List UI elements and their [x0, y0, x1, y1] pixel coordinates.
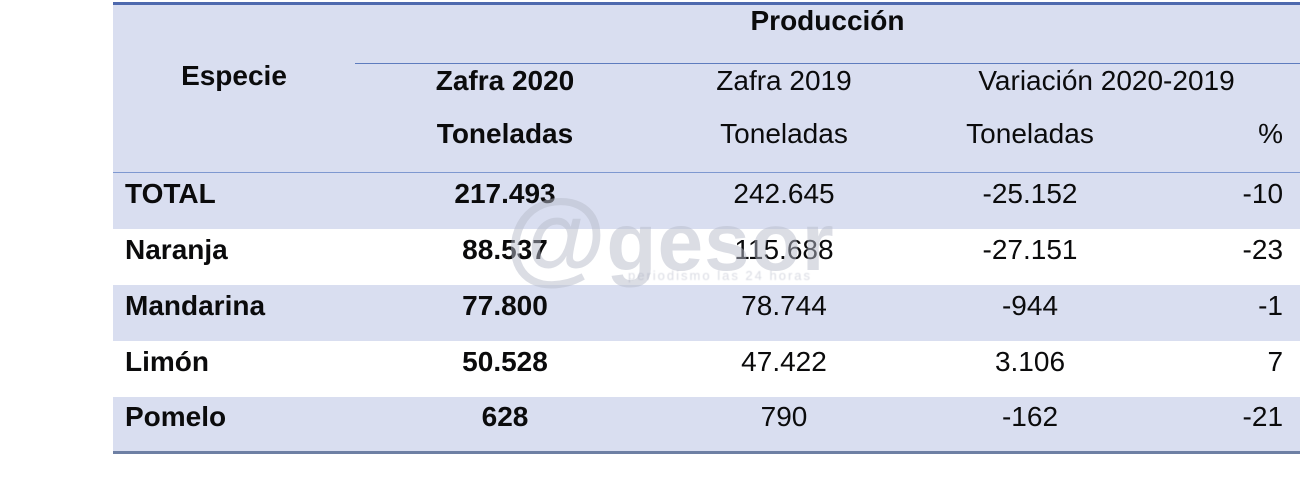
zafra-2019-cell: 790	[655, 396, 913, 453]
toneladas-2019-header: Toneladas	[655, 117, 913, 173]
zafra-2019-header: Zafra 2019	[655, 63, 913, 118]
zafra-2020-cell: 50.528	[355, 340, 655, 397]
variacion-toneladas-cell: 3.106	[913, 340, 1147, 397]
especie-cell: Limón	[113, 340, 355, 397]
variacion-toneladas-cell: -27.151	[913, 228, 1147, 285]
toneladas-2020-header: Toneladas	[355, 117, 655, 173]
zafra-2019-cell: 242.645	[655, 172, 913, 229]
header-row-seasons: Zafra 2020 Zafra 2019 Variación 2020-201…	[113, 63, 1300, 118]
variacion-toneladas-cell: -162	[913, 396, 1147, 453]
header-row-units: Toneladas Toneladas Toneladas %	[113, 117, 1300, 173]
zafra-2020-cell: 217.493	[355, 172, 655, 229]
variacion-header: Variación 2020-2019	[913, 63, 1300, 118]
especie-column-header: Especie	[113, 3, 355, 173]
especie-cell: Naranja	[113, 228, 355, 285]
variacion-pct-cell: 7	[1147, 340, 1300, 397]
table-row: Mandarina 77.800 78.744 -944 -1	[113, 284, 1300, 341]
zafra-2020-header: Zafra 2020	[355, 63, 655, 118]
variacion-pct-cell: -23	[1147, 228, 1300, 285]
table-row: Naranja 88.537 115.688 -27.151 -23	[113, 228, 1300, 285]
zafra-2019-cell: 115.688	[655, 228, 913, 285]
variacion-pct-cell: -21	[1147, 396, 1300, 453]
table-row: TOTAL 217.493 242.645 -25.152 -10	[113, 172, 1300, 229]
zafra-2020-cell: 77.800	[355, 284, 655, 341]
variacion-pct-cell: -1	[1147, 284, 1300, 341]
produccion-table: Especie Producción Zafra 2020 Zafra 2019…	[113, 2, 1300, 454]
percent-header: %	[1147, 117, 1300, 173]
table-body: TOTAL 217.493 242.645 -25.152 -10 Naranja 88.5…	[113, 172, 1300, 453]
especie-cell: Mandarina	[113, 284, 355, 341]
table-row: Limón 50.528 47.422 3.106 7	[113, 340, 1300, 397]
zafra-2019-cell: 47.422	[655, 340, 913, 397]
table-row: Pomelo 628 790 -162 -21	[113, 396, 1300, 453]
especie-cell: TOTAL	[113, 172, 355, 229]
header-row-title: Especie Producción	[113, 3, 1300, 173]
zafra-2020-cell: 88.537	[355, 228, 655, 285]
zafra-2019-cell: 78.744	[655, 284, 913, 341]
zafra-2020-cell: 628	[355, 396, 655, 453]
produccion-title: Producción	[355, 3, 1300, 64]
variacion-toneladas-cell: -944	[913, 284, 1147, 341]
toneladas-variacion-header: Toneladas	[913, 117, 1147, 173]
variacion-toneladas-cell: -25.152	[913, 172, 1147, 229]
especie-cell: Pomelo	[113, 396, 355, 453]
variacion-pct-cell: -10	[1147, 172, 1300, 229]
